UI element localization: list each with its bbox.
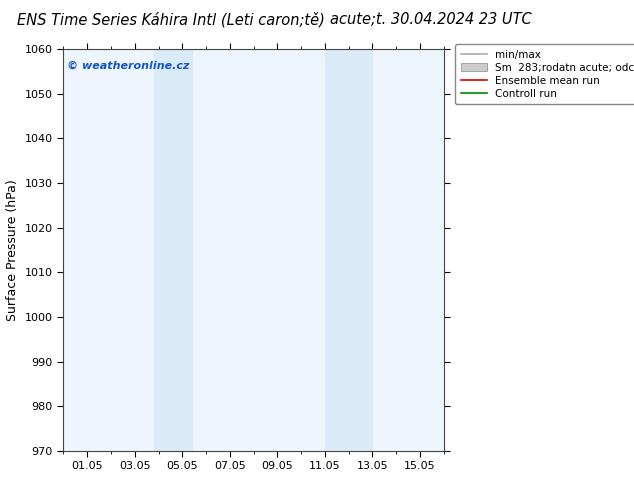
Text: acute;t. 30.04.2024 23 UTC: acute;t. 30.04.2024 23 UTC bbox=[330, 12, 532, 27]
Bar bbox=[325, 49, 372, 451]
Y-axis label: Surface Pressure (hPa): Surface Pressure (hPa) bbox=[6, 179, 19, 321]
Text: ENS Time Series Káhira Intl (Leti caron;tě): ENS Time Series Káhira Intl (Leti caron;… bbox=[17, 12, 325, 28]
Legend: min/max, Sm  283;rodatn acute; odchylka, Ensemble mean run, Controll run: min/max, Sm 283;rodatn acute; odchylka, … bbox=[455, 45, 634, 104]
Bar bbox=[153, 49, 192, 451]
Text: © weatheronline.cz: © weatheronline.cz bbox=[67, 61, 190, 71]
